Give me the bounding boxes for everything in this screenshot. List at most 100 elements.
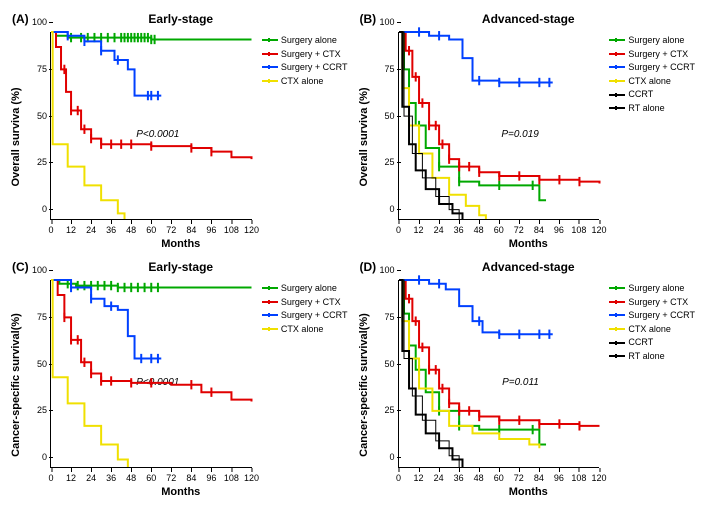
x-tick: 36 [454, 225, 464, 235]
legend-label: CCRT [628, 336, 653, 349]
x-tick: 12 [66, 473, 76, 483]
x-tick: 72 [166, 225, 176, 235]
x-axis-label: Months [509, 238, 548, 250]
x-tick: 72 [514, 473, 524, 483]
y-tick: 0 [369, 452, 395, 462]
x-tick: 60 [494, 473, 504, 483]
x-tick: 60 [494, 225, 504, 235]
legend-swatch [609, 342, 625, 344]
legend-item: Surgery + CTX [262, 296, 348, 309]
legend-label: Surgery alone [628, 282, 684, 295]
x-tick: 120 [591, 225, 606, 235]
y-tick: 75 [369, 312, 395, 322]
panel-D: (D)Advanced-stageCancer-specific surviva… [358, 258, 700, 500]
y-tick: 100 [21, 265, 47, 275]
x-tick: 96 [206, 473, 216, 483]
y-axis-label: Overall surviva (%) [10, 87, 22, 186]
plot-area: P=0.019025507510001224364860728496108120 [398, 32, 600, 220]
y-tick: 50 [21, 111, 47, 121]
chart-title: Early-stage [148, 12, 213, 26]
x-tick: 48 [474, 473, 484, 483]
chart-title: Advanced-stage [482, 12, 575, 26]
x-tick: 48 [126, 225, 136, 235]
x-tick: 24 [434, 473, 444, 483]
legend-swatch [609, 80, 625, 82]
chart-title: Early-stage [148, 260, 213, 274]
legend-swatch [609, 355, 625, 357]
legend-label: Surgery + CCRT [281, 309, 348, 322]
x-tick: 36 [106, 225, 116, 235]
legend-item: Surgery alone [262, 34, 348, 47]
legend-swatch [262, 39, 278, 41]
legend: Surgery aloneSurgery + CTXSurgery + CCRT… [609, 282, 695, 364]
legend-label: RT alone [628, 350, 664, 363]
y-tick: 25 [369, 157, 395, 167]
panel-C: (C)Early-stageCancer-specific survival(%… [10, 258, 352, 500]
y-tick: 50 [369, 111, 395, 121]
figure-grid: (A)Early-stageOverall surviva (%)MonthsS… [10, 10, 699, 500]
y-tick: 100 [21, 17, 47, 27]
legend-swatch [262, 66, 278, 68]
x-tick: 96 [206, 225, 216, 235]
y-tick: 75 [369, 64, 395, 74]
y-tick: 100 [369, 17, 395, 27]
x-tick: 24 [86, 225, 96, 235]
x-tick: 84 [186, 225, 196, 235]
survival-curve [399, 280, 462, 467]
legend-label: CCRT [628, 88, 653, 101]
y-tick: 75 [21, 312, 47, 322]
x-axis-label: Months [509, 486, 548, 498]
x-tick: 108 [224, 225, 239, 235]
y-axis-label: Overall surviva (%) [358, 87, 370, 186]
y-tick: 0 [369, 204, 395, 214]
x-tick: 84 [534, 473, 544, 483]
plot-area: P<0.000102550751000122436486072849610812… [50, 32, 252, 220]
legend-swatch [609, 53, 625, 55]
legend: Surgery aloneSurgery + CTXSurgery + CCRT… [262, 34, 348, 88]
x-tick: 0 [48, 225, 53, 235]
legend-label: RT alone [628, 102, 664, 115]
x-tick: 84 [186, 473, 196, 483]
legend-item: Surgery + CTX [262, 48, 348, 61]
x-tick: 24 [86, 473, 96, 483]
x-tick: 60 [146, 225, 156, 235]
legend-item: CCRT [609, 336, 695, 349]
legend-item: Surgery + CCRT [262, 61, 348, 74]
legend-swatch [262, 328, 278, 330]
legend-swatch [609, 107, 625, 109]
y-tick: 25 [21, 405, 47, 415]
chart-title: Advanced-stage [482, 260, 575, 274]
y-tick: 75 [21, 64, 47, 74]
survival-curve [51, 32, 125, 219]
x-tick: 108 [571, 225, 586, 235]
legend-swatch [262, 301, 278, 303]
x-tick: 120 [591, 473, 606, 483]
y-tick: 100 [369, 265, 395, 275]
survival-curve [399, 280, 553, 334]
legend-swatch [609, 328, 625, 330]
x-tick: 120 [244, 225, 259, 235]
panel-B: (B)Advanced-stageOverall surviva (%)Mont… [358, 10, 700, 252]
x-axis-label: Months [161, 486, 200, 498]
legend-item: Surgery alone [609, 34, 695, 47]
survival-curve [51, 280, 128, 467]
x-tick: 24 [434, 225, 444, 235]
legend-swatch [609, 314, 625, 316]
legend-label: CTX alone [628, 323, 671, 336]
legend-item: RT alone [609, 350, 695, 363]
x-tick: 72 [514, 225, 524, 235]
panel-A: (A)Early-stageOverall surviva (%)MonthsS… [10, 10, 352, 252]
legend-swatch [262, 314, 278, 316]
legend-item: Surgery + CTX [609, 48, 695, 61]
legend-label: Surgery + CTX [281, 296, 341, 309]
x-tick: 0 [48, 473, 53, 483]
legend-label: Surgery + CCRT [628, 309, 695, 322]
y-tick: 50 [21, 359, 47, 369]
plot-area: P<0.000102550751000122436486072849610812… [50, 280, 252, 468]
legend-swatch [262, 53, 278, 55]
legend: Surgery aloneSurgery + CTXSurgery + CCRT… [262, 282, 348, 336]
legend-label: Surgery + CTX [628, 296, 688, 309]
legend-item: RT alone [609, 102, 695, 115]
legend-label: Surgery + CTX [628, 48, 688, 61]
legend-item: CTX alone [609, 75, 695, 88]
